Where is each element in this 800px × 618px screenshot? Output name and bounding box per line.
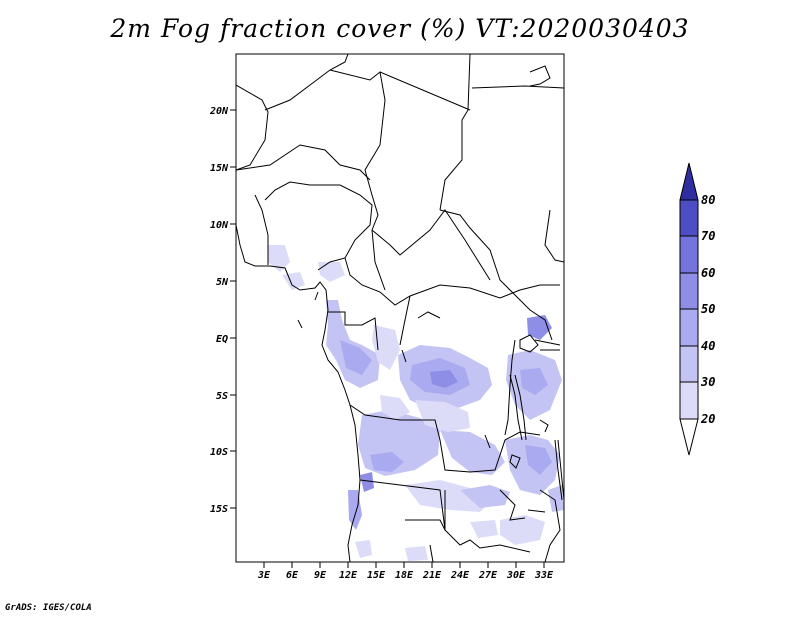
lon-label: 33E	[534, 570, 554, 581]
map-title: 2m Fog fraction cover (%) VT:2020030403	[110, 14, 690, 43]
colorbar-label: 60	[701, 266, 715, 280]
lat-axis: 20N 15N 10N 5N EQ 5S 10S 15S	[209, 106, 236, 515]
grads-credit: GrADS: IGES/COLA	[5, 603, 92, 613]
colorbar-label: 80	[701, 193, 715, 207]
colorbar-label: 50	[701, 302, 715, 316]
lat-label: 5S	[216, 391, 228, 402]
lon-label: 15E	[367, 570, 386, 581]
lat-label: 10S	[210, 447, 228, 458]
colorbar-label: 40	[701, 339, 715, 353]
lon-axis: 3E 6E 9E 12E 15E 18E 21E 24E 27E 30E 33E	[257, 562, 554, 581]
lon-label: 9E	[314, 570, 327, 581]
colorbar-swatch	[679, 235, 699, 274]
lat-label: 15S	[210, 504, 228, 515]
colorbar-labels: 80 70 60 50 40 30 20	[700, 193, 715, 426]
colorbar-swatch	[679, 381, 699, 420]
lon-label: 6E	[286, 570, 299, 581]
lon-label: 21E	[422, 570, 442, 581]
colorbar-label: 70	[701, 229, 715, 243]
colorbar-label: 20	[700, 412, 715, 426]
borders	[236, 54, 564, 562]
colorbar-swatch	[679, 272, 699, 310]
fog-shading	[268, 245, 564, 561]
map-frame	[235, 53, 565, 563]
colorbar-swatch	[679, 345, 699, 383]
lon-label: 18E	[395, 570, 414, 581]
lat-label: 15N	[210, 163, 229, 174]
lat-label: 20N	[209, 106, 229, 117]
lon-label: 24E	[450, 570, 470, 581]
colorbar-top-arrow	[679, 162, 699, 201]
colorbar-swatch	[679, 308, 699, 347]
lat-label: EQ	[216, 334, 228, 345]
colorbar-bottom-arrow	[679, 418, 699, 456]
colorbar-swatch	[679, 199, 699, 237]
lon-label: 30E	[506, 570, 526, 581]
lat-label: 10N	[210, 220, 229, 231]
lon-label: 3E	[257, 570, 271, 581]
colorbar-label: 30	[700, 375, 715, 389]
lat-label: 5N	[216, 277, 229, 288]
lon-label: 27E	[478, 570, 498, 581]
colorbar	[679, 162, 699, 456]
lon-label: 12E	[339, 570, 358, 581]
